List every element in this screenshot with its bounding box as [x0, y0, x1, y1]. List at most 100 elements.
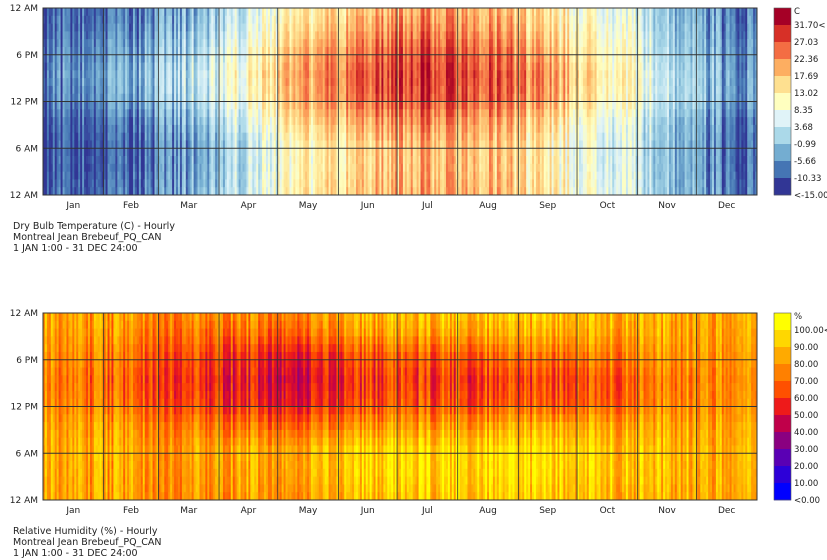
heatmap-cell	[54, 171, 58, 180]
heatmap-cell	[299, 109, 302, 118]
heatmap-cell	[316, 132, 320, 141]
heatmap-cell	[367, 39, 371, 48]
heatmap-cell	[295, 31, 298, 40]
heatmap-cell	[371, 15, 374, 24]
heatmap-cell	[217, 163, 220, 173]
heatmap-cell	[312, 140, 316, 149]
heatmap-cell	[279, 124, 283, 134]
heatmap-cell	[66, 93, 69, 102]
heatmap-cell	[127, 171, 130, 180]
heatmap-cell	[367, 132, 371, 141]
heatmap-cell	[271, 109, 275, 118]
heatmap-cell	[383, 132, 386, 141]
heatmap-cell	[387, 109, 390, 118]
heatmap-cell	[191, 179, 195, 188]
heatmap-cell	[371, 109, 374, 118]
heatmap-cell	[395, 179, 398, 188]
heatmap-cell	[310, 39, 314, 48]
heatmap-cell	[289, 156, 292, 165]
heatmap-cell	[400, 93, 404, 102]
heatmap-cell	[152, 156, 155, 165]
heatmap-cell	[260, 117, 263, 126]
heatmap-cell	[357, 23, 361, 32]
heatmap-cell	[166, 31, 169, 40]
heatmap-cell	[123, 70, 126, 79]
heatmap-cell	[209, 179, 212, 188]
heatmap-cell	[140, 39, 144, 48]
heatmap-cell	[291, 148, 294, 157]
heatmap-cell	[393, 70, 396, 79]
heatmap-cell	[285, 124, 288, 134]
heatmap-cell	[46, 124, 50, 134]
heatmap-cell	[50, 179, 54, 188]
heatmap-cell	[379, 70, 382, 79]
heatmap-cell	[402, 171, 406, 180]
heatmap-cell	[209, 15, 212, 24]
heatmap-cell	[262, 109, 265, 118]
heatmap-cell	[43, 148, 46, 157]
heatmap-cell	[385, 101, 388, 110]
heatmap-cell	[224, 148, 228, 157]
heatmap-cell	[56, 31, 60, 40]
heatmap-cell	[287, 15, 290, 24]
heatmap-cell	[111, 132, 114, 141]
heatmap-cell	[76, 148, 79, 157]
heatmap-cell	[387, 70, 390, 79]
heatmap-cell	[301, 54, 304, 63]
heatmap-cell	[58, 124, 62, 134]
heatmap-cell	[397, 179, 400, 188]
heatmap-cell	[199, 148, 202, 157]
heatmap-cell	[187, 140, 191, 149]
heatmap-cell	[242, 132, 245, 141]
heatmap-cell	[400, 8, 404, 17]
heatmap-cell	[52, 23, 56, 32]
heatmap-cell	[80, 163, 83, 173]
heatmap-cell	[213, 54, 216, 63]
heatmap-cell	[393, 46, 396, 56]
heatmap-cell	[181, 117, 185, 126]
heatmap-cell	[152, 31, 155, 40]
heatmap-cell	[316, 70, 320, 79]
heatmap-cell	[236, 93, 240, 102]
heatmap-cell	[152, 78, 155, 87]
heatmap-cell	[379, 132, 382, 141]
heatmap-cell	[144, 171, 148, 180]
heatmap-cell	[375, 148, 378, 157]
heatmap-cell	[129, 156, 132, 165]
heatmap-cell	[352, 117, 355, 126]
heatmap-cell	[291, 62, 294, 71]
heatmap-cell	[168, 70, 171, 79]
heatmap-cell	[324, 93, 328, 102]
heatmap-cell	[228, 171, 232, 180]
heatmap-cell	[408, 93, 412, 102]
heatmap-cell	[160, 23, 163, 32]
heatmap-cell	[89, 93, 93, 102]
heatmap-cell	[289, 85, 292, 95]
heatmap-cell	[44, 163, 48, 173]
heatmap-cell	[78, 62, 81, 71]
heatmap-cell	[203, 132, 206, 141]
heatmap-cell	[322, 124, 326, 134]
heatmap-cell	[95, 62, 99, 71]
heatmap-cell	[168, 124, 171, 134]
heatmap-cell	[176, 101, 179, 110]
heatmap-cell	[205, 109, 208, 118]
heatmap-cell	[76, 117, 79, 126]
heatmap-cell	[205, 187, 208, 196]
heatmap-cell	[136, 171, 140, 180]
heatmap-cell	[355, 46, 359, 56]
heatmap-cell	[148, 163, 151, 173]
heatmap-cell	[56, 15, 60, 24]
heatmap-cell	[267, 93, 271, 102]
heatmap-cell	[46, 101, 50, 110]
heatmap-cell	[404, 124, 408, 134]
heatmap-cell	[359, 15, 363, 24]
heatmap-cell	[324, 23, 328, 32]
heatmap-cell	[60, 39, 63, 48]
heatmap-cell	[395, 117, 398, 126]
heatmap-cell	[264, 109, 267, 118]
heatmap-cell	[50, 31, 54, 40]
heatmap-cell	[52, 93, 56, 102]
heatmap-cell	[379, 124, 382, 134]
heatmap-cell	[91, 163, 95, 173]
